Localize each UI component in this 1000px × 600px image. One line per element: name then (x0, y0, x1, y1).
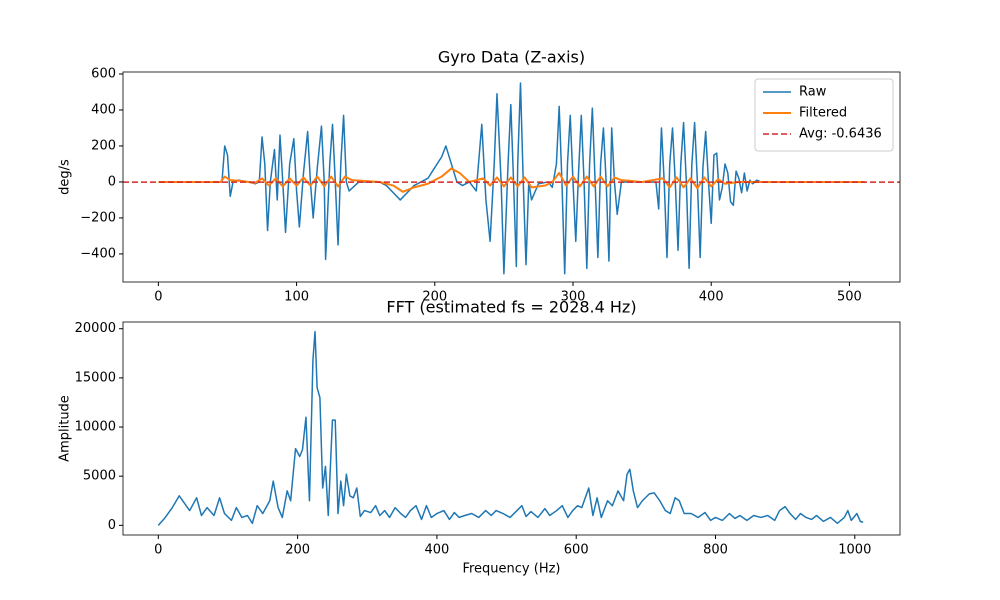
plot-frame (122, 321, 901, 536)
legend-label: Raw (799, 85, 827, 100)
y-tick-label: −200 (80, 210, 116, 225)
y-axis-label: deg/s (58, 159, 73, 195)
series-line (157, 330, 864, 526)
x-tick-label: 800 (703, 543, 728, 558)
chart-title: FFT (estimated fs = 2028.4 Hz) (386, 298, 636, 317)
y-axis-label: Amplitude (58, 395, 73, 462)
chart-title: Gyro Data (Z-axis) (438, 48, 585, 67)
y-tick-label: 15000 (75, 370, 116, 385)
legend-label: Filtered (799, 106, 847, 121)
x-tick-label: 100 (284, 290, 309, 305)
legend-label: Avg: -0.6436 (799, 127, 882, 142)
x-tick-label: 0 (154, 543, 162, 558)
x-tick-label: 1000 (838, 543, 871, 558)
y-tick-label: 0 (108, 174, 116, 189)
y-tick-label: 200 (91, 138, 116, 153)
x-tick-label: 400 (424, 543, 449, 558)
y-tick-label: 0 (108, 518, 116, 533)
plot-frame (122, 71, 901, 283)
x-tick-label: 0 (154, 290, 162, 305)
x-tick-label: 300 (561, 290, 586, 305)
x-tick-label: 600 (564, 543, 589, 558)
y-tick-label: 20000 (75, 321, 116, 336)
x-tick-label: 500 (837, 290, 862, 305)
y-tick-label: −400 (80, 246, 116, 261)
x-tick-label: 200 (422, 290, 447, 305)
legend-box (754, 78, 894, 152)
y-tick-label: 5000 (83, 469, 116, 484)
x-axis-label: Frequency (Hz) (462, 562, 560, 577)
y-tick-label: 400 (91, 102, 116, 117)
y-tick-label: 600 (91, 66, 116, 81)
y-tick-label: 10000 (75, 420, 116, 435)
x-tick-label: 200 (285, 543, 310, 558)
x-tick-label: 400 (699, 290, 724, 305)
